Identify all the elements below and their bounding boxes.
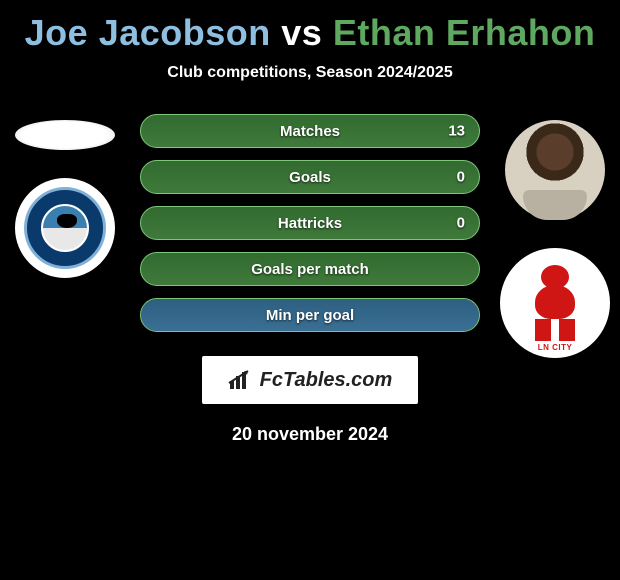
stat-row: Min per goal	[140, 298, 480, 332]
stat-label: Goals per match	[251, 261, 369, 278]
stat-row: Goals per match	[140, 252, 480, 286]
vs-separator: vs	[281, 12, 322, 53]
comparison-title: Joe Jacobson vs Ethan Erhahon	[0, 0, 620, 54]
wycombe-badge-icon	[24, 187, 106, 269]
branding-label: FcTables.com	[260, 369, 393, 392]
comparison-date: 20 november 2024	[0, 424, 620, 445]
stat-label: Goals	[289, 169, 331, 186]
stat-row: Matches 13	[140, 114, 480, 148]
player1-name: Joe Jacobson	[25, 12, 271, 53]
stat-label: Hattricks	[278, 215, 342, 232]
stat-row: Goals 0	[140, 160, 480, 194]
stat-value-player2: 0	[457, 169, 465, 186]
bar-chart-icon	[228, 369, 254, 391]
right-column: LN CITY	[500, 114, 610, 358]
player2-avatar	[505, 120, 605, 220]
branding-badge: FcTables.com	[202, 356, 418, 404]
player2-name: Ethan Erhahon	[333, 12, 596, 53]
player1-avatar-placeholder	[15, 120, 115, 150]
stat-label: Matches	[280, 123, 340, 140]
left-column	[10, 114, 120, 306]
player2-club-badge: LN CITY	[500, 248, 610, 358]
club-badge-text: LN CITY	[500, 343, 610, 352]
stat-value-player2: 0	[457, 215, 465, 232]
stat-label: Min per goal	[266, 307, 354, 324]
lincoln-imp-icon	[525, 265, 585, 341]
subtitle: Club competitions, Season 2024/2025	[0, 64, 620, 82]
player1-club-badge	[15, 178, 115, 278]
stat-value-player2: 13	[448, 123, 465, 140]
stat-row: Hattricks 0	[140, 206, 480, 240]
stats-area: LN CITY Matches13Goals0Hattricks0Goals p…	[0, 114, 620, 332]
